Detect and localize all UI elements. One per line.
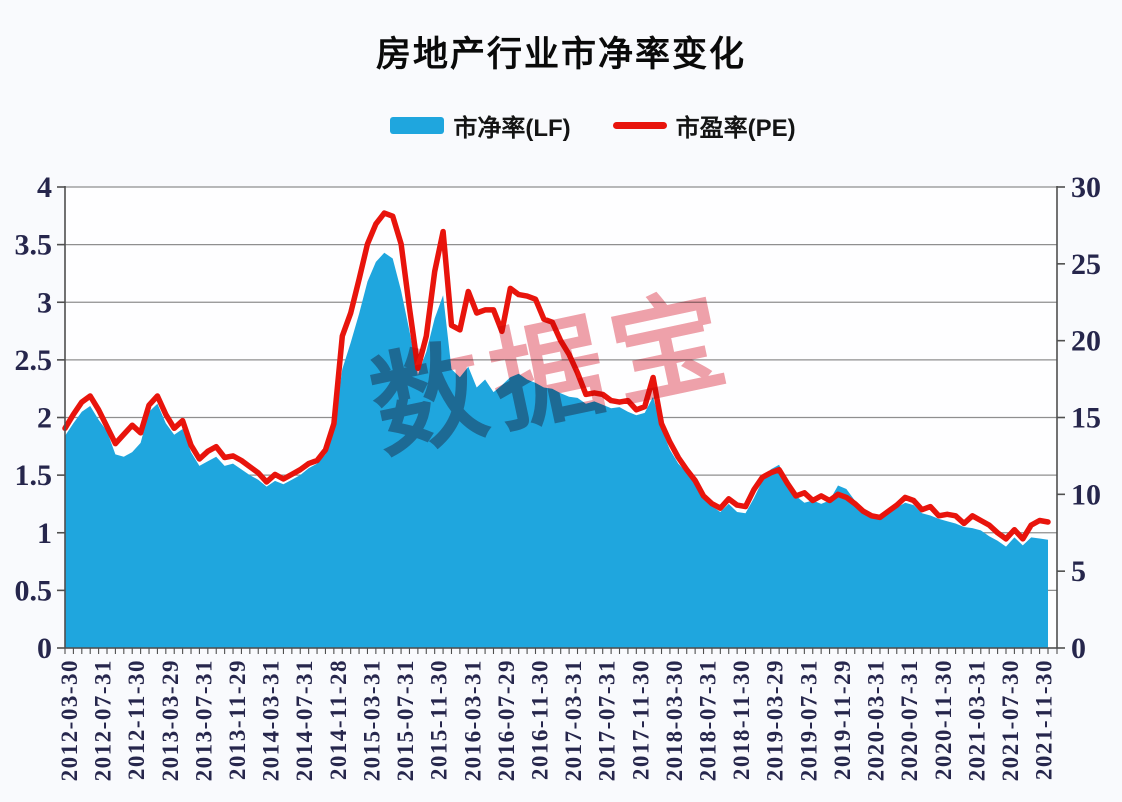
x-axis-label: 2013-11-29: [225, 659, 250, 780]
x-axis-label: 2021-07-30: [998, 659, 1023, 781]
x-axis-label: 2018-11-30: [729, 659, 754, 780]
x-axis-label: 2015-03-31: [359, 659, 384, 781]
x-axis-label: 2015-11-30: [427, 659, 452, 780]
y-axis-left-label: 4: [37, 171, 52, 204]
x-axis-label: 2017-11-30: [628, 659, 653, 780]
pe-line-series: [62, 210, 1051, 542]
pb-legend-label: 市净率(LF): [453, 115, 571, 142]
y-axis-right-label: 15: [1071, 402, 1101, 435]
x-axis-label: 2020-11-30: [931, 659, 956, 780]
y-axis-left-label: 3: [37, 286, 52, 319]
pe-line-swatch-icon: [612, 122, 667, 129]
x-axis-label: 2013-03-29: [158, 659, 183, 781]
x-axis-label: 2013-07-31: [191, 659, 216, 781]
x-axis-label: 2017-07-31: [595, 659, 620, 781]
y-axis-left-label: 0.5: [15, 574, 53, 607]
y-axis-left-label: 2.5: [15, 344, 53, 377]
legend-item-pb: 市净率(LF): [390, 108, 571, 143]
x-axis-label: 2021-03-31: [964, 659, 989, 781]
legend-item-pe: 市盈率(PE): [612, 108, 796, 143]
x-axis-label: 2015-07-31: [393, 659, 418, 781]
x-axis-label: 2019-07-31: [796, 659, 821, 781]
y-axis-right-label: 25: [1071, 248, 1101, 281]
x-axis-label: 2016-03-31: [460, 659, 485, 781]
y-axis-left-label: 1.5: [15, 459, 53, 492]
y-axis-left-label: 1: [37, 517, 52, 550]
pb-area-series: [65, 252, 1048, 648]
x-axis-label: 2020-03-31: [864, 659, 889, 781]
x-axis-label: 2019-11-29: [830, 659, 855, 780]
pe-legend-label: 市盈率(PE): [675, 115, 796, 142]
y-axis-right-label: 5: [1071, 555, 1086, 588]
chart-title: 房地产行业市净率变化: [375, 35, 746, 74]
x-axis-label: 2012-11-30: [124, 659, 149, 780]
x-axis-label: 2012-03-30: [57, 659, 82, 781]
x-axis-label: 2014-03-31: [259, 659, 284, 781]
y-axis-right-label: 30: [1071, 171, 1101, 204]
x-axis-label: 2014-07-31: [292, 659, 317, 781]
y-axis-left-label: 3.5: [15, 229, 53, 262]
legend: 市净率(LF) 市盈率(PE): [0, 108, 1122, 143]
x-axis-label: 2018-07-31: [696, 659, 721, 781]
x-axis-label: 2020-07-31: [897, 659, 922, 781]
x-axis-label: 2018-03-30: [662, 659, 687, 781]
pb-area-swatch-icon: [390, 117, 445, 134]
x-axis-label: 2014-11-28: [326, 659, 351, 780]
x-axis-label: 2016-07-29: [494, 659, 519, 781]
y-axis-right-label: 0: [1071, 632, 1086, 665]
x-axis-label: 2016-11-30: [527, 659, 552, 780]
x-axis-label: 2012-07-31: [91, 659, 116, 781]
y-axis-left-label: 2: [37, 402, 52, 435]
y-axis-right-label: 20: [1071, 325, 1101, 358]
x-axis-label: 2019-03-29: [763, 659, 788, 781]
y-axis-right-label: 10: [1071, 478, 1101, 511]
x-axis-label: 2017-03-31: [561, 659, 586, 781]
y-axis-left-label: 0: [37, 632, 52, 665]
x-axis-label: 2021-11-30: [1032, 659, 1057, 780]
